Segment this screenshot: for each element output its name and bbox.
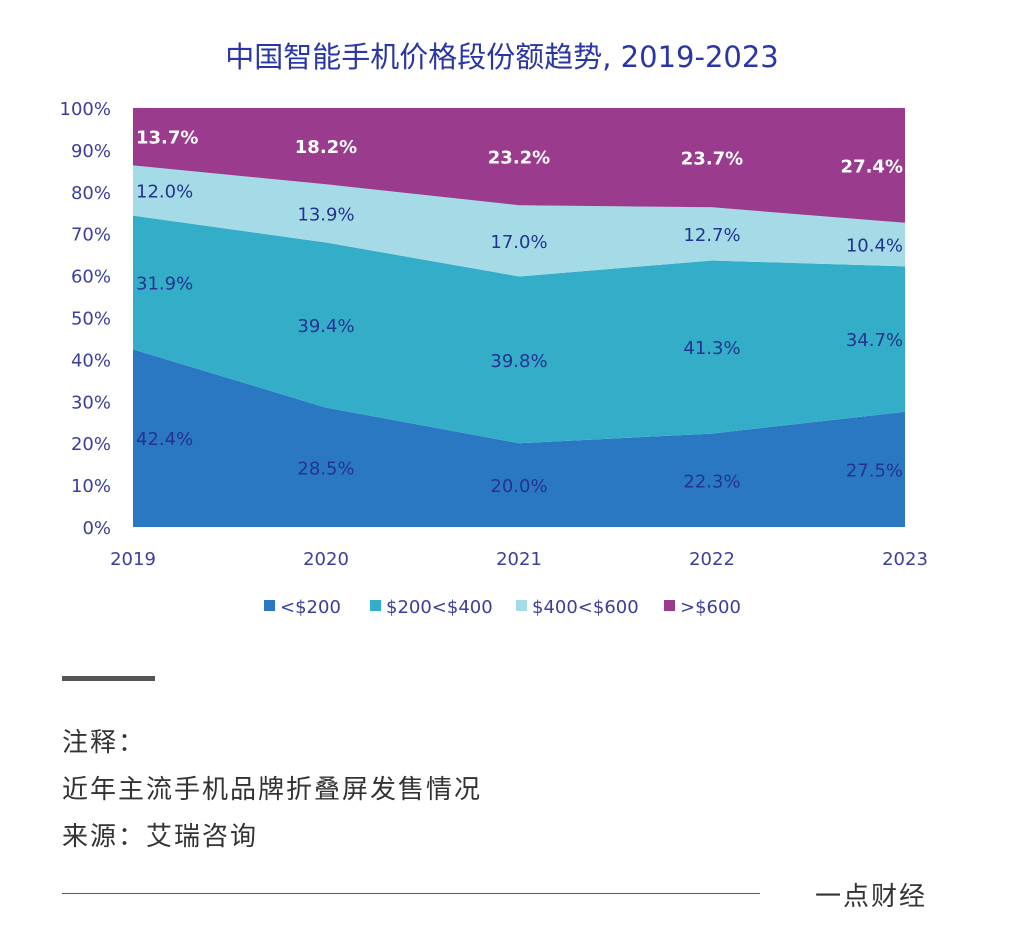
legend-swatch [264,600,275,611]
brand-name: 一点财经 [815,882,928,912]
source-text: 来源：艾瑞咨询 [62,822,259,852]
data-label: 13.9% [297,204,354,225]
area-series-3 [133,108,905,223]
y-tick-label: 20% [71,434,111,455]
legend-label: $400<$600 [532,597,639,618]
data-label: 12.0% [136,182,193,203]
y-tick-label: 100% [60,99,111,120]
legend-label: $200<$400 [386,597,493,618]
chart-title: 中国智能手机价格段份额趋势, 2019-2023 [225,40,779,74]
legend-swatch [664,600,675,611]
data-label: 31.9% [136,274,193,295]
legend-swatch [370,600,381,611]
data-label: 10.4% [846,236,903,257]
legend-label: >$600 [680,597,741,618]
data-label: 23.7% [681,149,743,170]
footer-divider [62,893,760,894]
x-tick-label: 2021 [496,549,542,570]
data-label: 28.5% [297,458,354,479]
x-tick-label: 2023 [882,549,928,570]
data-label: 12.7% [683,225,740,246]
notes-text: 近年主流手机品牌折叠屏发售情况 [62,775,483,805]
area-series-0 [133,349,905,527]
data-label: 34.7% [846,330,903,351]
data-label: 42.4% [136,429,193,450]
data-label: 27.5% [846,460,903,481]
data-label: 27.4% [841,156,903,177]
y-tick-label: 50% [71,309,111,330]
data-label: 13.7% [136,128,198,149]
y-tick-label: 80% [71,183,111,204]
area-series-1 [133,215,905,444]
x-tick-label: 2022 [689,549,735,570]
legend-label: <$200 [280,597,341,618]
y-tick-label: 90% [71,141,111,162]
y-tick-label: 30% [71,392,111,413]
stacked-area-chart: 42.4% 28.5% 20.0% 22.3% 27.5% 31.9% 39.4% 39.8%… [60,99,928,618]
area-series-2 [133,165,905,277]
x-tick-label: 2019 [110,549,156,570]
data-label: 23.2% [488,148,550,169]
legend-swatch [516,600,527,611]
data-label: 22.3% [683,471,740,492]
data-label: 20.0% [490,476,547,497]
y-tick-label: 0% [82,518,111,539]
data-label: 41.3% [683,338,740,359]
y-tick-label: 60% [71,267,111,288]
y-tick-label: 70% [71,225,111,246]
data-label: 39.4% [297,316,354,337]
y-tick-label: 40% [71,350,111,371]
divider-accent [62,676,155,681]
data-label: 17.0% [490,232,547,253]
data-label: 39.8% [490,351,547,372]
notes-heading: 注释： [62,728,147,758]
x-tick-label: 2020 [303,549,349,570]
data-label: 18.2% [295,137,357,158]
y-tick-label: 10% [71,476,111,497]
